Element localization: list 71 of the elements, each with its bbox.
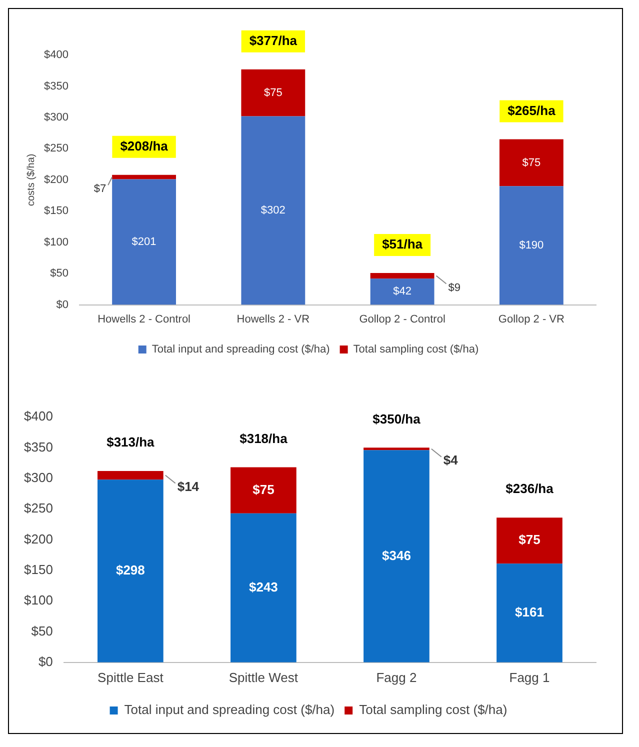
x-tick-label: Spittle East — [97, 670, 164, 685]
x-tick-label: Howells 2 - VR — [236, 313, 310, 326]
bar — [112, 179, 176, 305]
bar — [240, 69, 305, 116]
bar — [363, 448, 429, 450]
y-tick-label: $250 — [43, 142, 68, 155]
data-label: $14 — [176, 478, 200, 494]
data-label: $7 — [93, 183, 106, 196]
x-tick-label: Gollop 2 - Control — [358, 313, 445, 326]
legend-label: Total sampling cost ($/ha) — [352, 344, 478, 356]
data-label: $75 — [263, 86, 282, 99]
y-tick-label: $200 — [24, 531, 52, 546]
y-tick-label: $0 — [38, 654, 52, 669]
y-axis-title: costs ($/ha) — [25, 154, 36, 206]
x-tick-label: Howells 2 - Control — [97, 313, 190, 326]
total-label: $313/ha — [106, 434, 155, 450]
y-tick-label: $100 — [43, 236, 68, 248]
bar — [97, 480, 163, 662]
total-label: $51/ha — [382, 236, 423, 252]
y-tick-label: $400 — [43, 49, 68, 62]
y-tick-label: $300 — [24, 470, 52, 485]
bar — [363, 450, 429, 662]
data-label: $161 — [514, 604, 544, 620]
data-label: $42 — [392, 286, 411, 298]
y-tick-label: $400 — [24, 408, 52, 424]
y-tick-label: $100 — [24, 592, 52, 608]
total-label: $350/ha — [372, 411, 421, 426]
data-label: $190 — [518, 240, 544, 252]
data-label: $9 — [448, 282, 460, 294]
data-label: $4 — [442, 452, 458, 468]
y-tick-label: $50 — [30, 623, 52, 638]
data-label: $346 — [382, 548, 410, 563]
bar — [498, 139, 563, 186]
y-tick-label: $0 — [56, 298, 68, 311]
legend-label: Total input and spreading cost ($/ha) — [124, 702, 334, 718]
y-tick-label: $150 — [43, 205, 68, 218]
x-tick-label: Fagg 1 — [508, 670, 550, 685]
data-label: $75 — [252, 482, 274, 497]
total-label: $208/ha — [120, 138, 168, 154]
data-label: $201 — [131, 236, 156, 248]
y-tick-label: $50 — [50, 268, 68, 280]
data-label: $75 — [518, 532, 540, 548]
total-label: $318/ha — [239, 430, 288, 446]
bar — [97, 470, 163, 480]
bar — [230, 467, 296, 514]
bar — [370, 272, 434, 279]
x-tick-label: Fagg 2 — [376, 670, 416, 685]
bar — [496, 564, 562, 662]
bar — [496, 518, 562, 564]
bar — [370, 278, 434, 305]
y-tick-label: $350 — [43, 80, 68, 92]
y-tick-label: $350 — [24, 439, 52, 454]
total-label: $377/ha — [248, 32, 298, 48]
y-tick-label: $300 — [43, 111, 68, 124]
data-label: $243 — [248, 579, 278, 594]
total-label: $265/ha — [507, 102, 556, 118]
data-label: $75 — [522, 156, 540, 169]
y-tick-label: $200 — [43, 174, 68, 186]
bar — [230, 513, 296, 662]
x-tick-label: Spittle West — [228, 670, 298, 685]
legend-label: Total input and spreading cost ($/ha) — [151, 344, 330, 356]
bar — [112, 174, 176, 180]
bar — [240, 116, 305, 305]
data-label: $302 — [260, 204, 285, 217]
total-label: $236/ha — [505, 481, 554, 496]
y-tick-label: $150 — [24, 562, 52, 577]
bar — [498, 186, 563, 305]
legend-label: Total sampling cost ($/ha) — [358, 702, 507, 718]
x-tick-label: Gollop 2 - VR — [498, 313, 564, 326]
y-tick-label: $250 — [24, 500, 52, 516]
data-label: $298 — [115, 562, 144, 578]
